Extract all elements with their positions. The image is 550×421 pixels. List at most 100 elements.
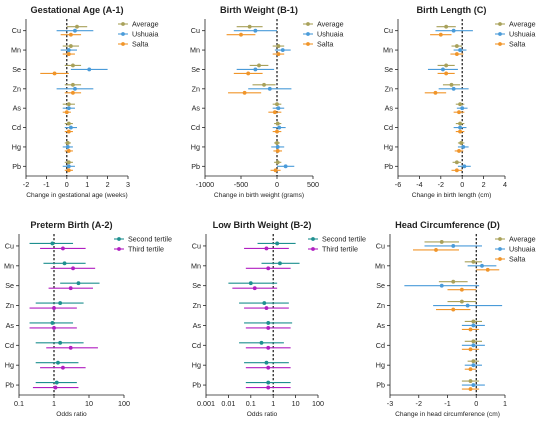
data-point (451, 307, 456, 312)
category-label-zn: Zn (193, 301, 201, 310)
category-label-pb: Pb (5, 381, 14, 390)
data-point (275, 129, 279, 134)
category-label-as: As (377, 321, 386, 330)
x-tick-label: -500 (234, 180, 248, 189)
data-point (471, 363, 476, 368)
series-salta (424, 32, 465, 173)
data-point (65, 141, 70, 145)
x-tick-label: 1 (52, 399, 56, 408)
data-point (247, 24, 252, 29)
data-point (248, 281, 253, 286)
category-label-se: Se (5, 281, 14, 290)
legend-label-ushuaia: Ushuaia (509, 30, 535, 39)
data-point (66, 164, 71, 169)
legend-label-average: Average (509, 20, 536, 29)
data-point (267, 86, 272, 91)
category-label-as: As (385, 104, 394, 113)
data-point (52, 306, 56, 310)
legend-label-salta: Salta (509, 40, 525, 49)
data-point (454, 168, 459, 173)
legend-label-salta: Salta (509, 255, 525, 264)
category-label-as: As (193, 321, 202, 330)
series-third-tertile (232, 246, 291, 390)
data-point (468, 367, 473, 372)
data-point (441, 67, 445, 72)
series-average (424, 240, 482, 383)
data-point (71, 82, 75, 87)
x-tick-label: 4 (503, 180, 507, 189)
data-point (242, 90, 247, 95)
x-axis-label: Odds ratio (56, 411, 87, 418)
legend-swatch-point (306, 22, 310, 26)
category-label-pb: Pb (12, 162, 21, 171)
legend-swatch-point (306, 42, 310, 46)
legend-label-third-tertile: Third tertile (128, 245, 164, 254)
data-point (68, 32, 73, 37)
data-point (266, 380, 271, 385)
data-point (480, 263, 484, 268)
data-point (264, 306, 269, 310)
x-tick-label: -2 (23, 180, 29, 189)
data-point (66, 106, 71, 111)
data-point (471, 359, 476, 364)
legend-swatch-point (121, 42, 125, 46)
data-point (66, 168, 71, 173)
data-point (459, 299, 464, 304)
data-point (280, 48, 285, 52)
data-point (246, 71, 251, 76)
x-tick-label: 500 (307, 180, 319, 189)
x-tick-label: 3 (126, 180, 130, 189)
data-point (266, 385, 271, 390)
data-point (275, 160, 280, 165)
chart-title: Gestational Age (A-1) (30, 5, 123, 15)
data-point (68, 44, 73, 48)
data-point (52, 326, 56, 330)
data-point (458, 129, 462, 134)
chart-title: Head Circumference (D) (395, 220, 500, 230)
data-point (459, 141, 464, 145)
data-point (275, 149, 280, 153)
data-point (239, 32, 243, 37)
category-label-hg: Hg (192, 361, 201, 370)
category-label-hg: Hg (191, 142, 200, 151)
category-label-se: Se (12, 65, 21, 74)
x-tick-label: -2 (438, 180, 444, 189)
x-tick-label: 0.1 (14, 399, 24, 408)
legend-swatch-point (498, 257, 502, 261)
x-tick-label: 2 (106, 180, 110, 189)
data-point (68, 125, 73, 130)
x-axis-label: Change in gestational age (weeks) (26, 192, 128, 199)
data-point (454, 44, 459, 48)
data-point (458, 121, 462, 126)
category-label-cd: Cd (384, 123, 393, 132)
legend-label-ushuaia: Ushuaia (509, 245, 535, 254)
data-point (283, 164, 288, 169)
chart-panel-birth-length-c: Birth Length (C) -6 -4 -2 0 2 4 Change in birth… (383, 5, 536, 199)
legend-swatch-point (498, 22, 502, 26)
legend-swatch-point (311, 247, 315, 251)
legend-label-second-tertile: Second tertile (322, 235, 366, 244)
data-point (54, 380, 59, 385)
legend-label-average: Average (132, 20, 159, 29)
data-point (58, 301, 63, 305)
data-point (56, 360, 60, 365)
category-label-zn: Zn (192, 84, 200, 93)
data-point (73, 28, 77, 33)
x-tick-label: 0 (474, 399, 478, 408)
data-point (75, 24, 79, 29)
data-point (468, 327, 473, 332)
data-point (275, 141, 279, 145)
x-tick-label: 0 (65, 180, 69, 189)
legend-label-ushuaia: Ushuaia (317, 30, 343, 39)
x-tick-label: 1 (503, 399, 507, 408)
category-label-se: Se (191, 65, 200, 74)
legend-swatch-point (306, 32, 310, 36)
chart-panel-preterm-birth-a-2: Preterm Birth (A-2) 0.1 1 10 100 Odds ratio Cu… (4, 220, 172, 418)
data-point (266, 321, 271, 325)
x-tick-label: 10 (85, 399, 93, 408)
data-point (68, 286, 73, 291)
data-point (275, 145, 280, 149)
